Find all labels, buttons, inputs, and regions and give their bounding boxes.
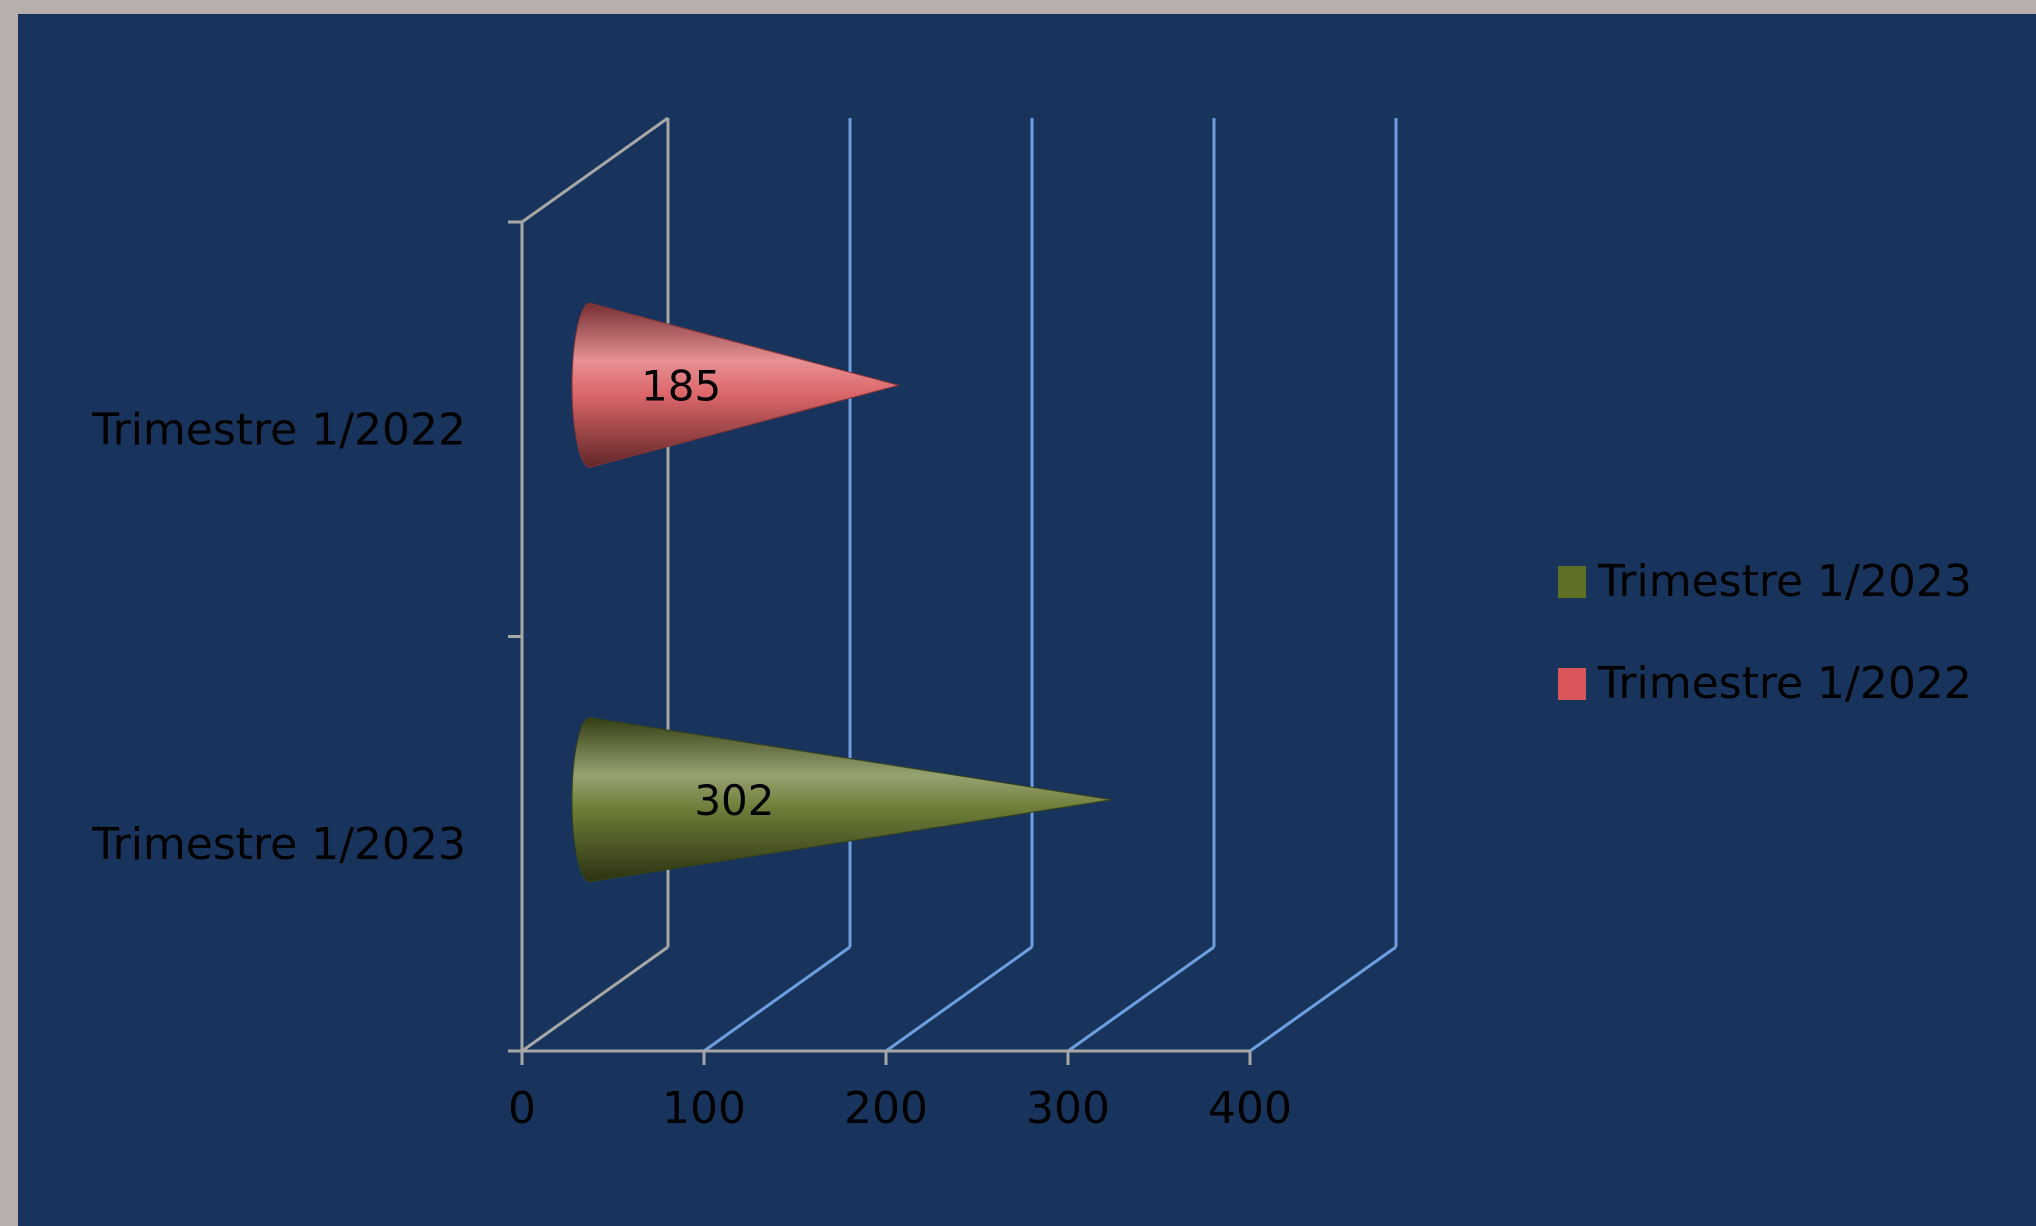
x-tick-label: 300 [1026, 1083, 1110, 1134]
floor-gridline [521, 945, 669, 1053]
floor-gridline [703, 945, 851, 1053]
x-tick-label: 0 [508, 1083, 536, 1134]
floor-gridline [885, 945, 1033, 1053]
legend-swatch [1558, 566, 1586, 598]
legend-label: Trimestre 1/2022 [1597, 658, 1972, 709]
x-tick-label: 400 [1208, 1083, 1292, 1134]
x-tick-label: 200 [844, 1083, 928, 1134]
legend-label: Trimestre 1/2023 [1597, 556, 1972, 607]
data-label: 185 [641, 361, 721, 410]
x-tick-label: 100 [662, 1083, 746, 1134]
cone-bar [571, 302, 901, 468]
bar-layer [571, 302, 1112, 883]
category-label: Trimestre 1/2023 [91, 819, 466, 870]
legend: Trimestre 1/2023 Trimestre 1/2022 [1558, 556, 1972, 709]
floor-gridline [1249, 945, 1397, 1053]
side-wall-edge [521, 116, 669, 224]
chart-area: 0 100 200 300 400 Trimestre 1/2023 Trimestre 1… [18, 14, 2036, 1226]
category-label: Trimestre 1/2022 [91, 404, 466, 455]
cone-bar [571, 717, 1112, 883]
label-layer: 0 100 200 300 400 Trimestre 1/2023 Trimestre 1… [91, 361, 1292, 1134]
grid-layer [521, 118, 1398, 1053]
axis-layer [508, 116, 1252, 1065]
floor-gridline [1067, 945, 1215, 1053]
legend-swatch [1558, 668, 1586, 700]
data-label: 302 [694, 776, 774, 825]
